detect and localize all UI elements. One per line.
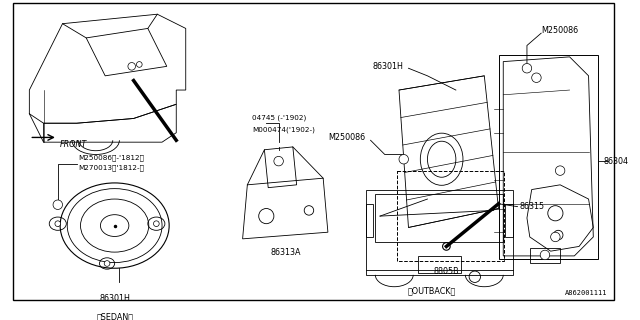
Text: 86304: 86304 [604,156,628,166]
Bar [505,204,513,237]
Circle shape [556,166,565,175]
Text: 04745 (-'1902): 04745 (-'1902) [252,115,307,121]
Circle shape [136,62,142,67]
Text: M000474('1902-): M000474('1902-) [252,126,315,133]
Circle shape [53,200,63,210]
Circle shape [274,156,284,166]
Text: M250086（-'1812）: M250086（-'1812） [79,155,145,161]
Text: A862001111: A862001111 [565,290,607,296]
Bar [530,248,560,262]
Text: M270013（'1812-）: M270013（'1812-） [79,164,145,171]
Circle shape [55,221,61,227]
Circle shape [128,62,136,70]
Text: M250086: M250086 [329,133,366,142]
Circle shape [522,63,532,73]
Text: 86301H: 86301H [373,62,404,71]
Circle shape [104,261,110,266]
Text: 86315: 86315 [520,202,545,211]
Text: ＜SEDAN＞: ＜SEDAN＞ [96,313,133,320]
Circle shape [532,73,541,83]
Circle shape [550,232,560,242]
Text: ＜OUTBACK＞: ＜OUTBACK＞ [408,286,456,295]
Text: 8805B: 8805B [433,267,459,276]
Bar [499,55,598,259]
Bar [418,256,461,273]
Text: FRONT: FRONT [60,140,87,149]
Circle shape [399,155,408,164]
Bar [366,204,373,237]
Text: 86313A: 86313A [270,248,301,257]
Text: M250086: M250086 [541,26,579,35]
Circle shape [540,250,550,260]
Text: 86301H: 86301H [99,294,130,303]
Bar [397,171,504,261]
Circle shape [154,221,159,227]
